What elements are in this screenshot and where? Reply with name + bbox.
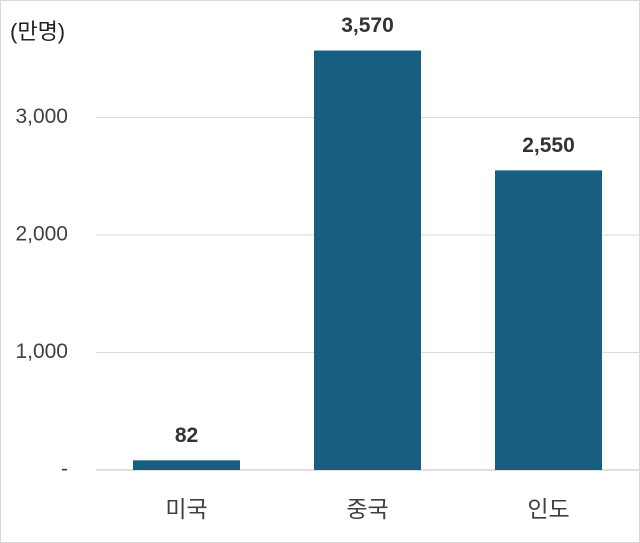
x-tick-label: 중국 (346, 496, 388, 522)
chart-title: (만명) (10, 19, 65, 44)
bar (133, 460, 240, 470)
x-tick-label: 인도 (527, 496, 569, 522)
x-tick-label: 미국 (165, 496, 207, 522)
bar (495, 170, 602, 470)
y-tick-label: 1,000 (15, 340, 68, 363)
y-tick-label: 2,000 (15, 223, 68, 246)
y-tick-label: - (61, 458, 68, 481)
bar (314, 50, 421, 471)
value-label: 2,550 (522, 134, 575, 157)
value-label: 82 (175, 424, 198, 447)
value-label: 3,570 (341, 14, 394, 37)
y-tick-label: 3,000 (15, 105, 68, 128)
